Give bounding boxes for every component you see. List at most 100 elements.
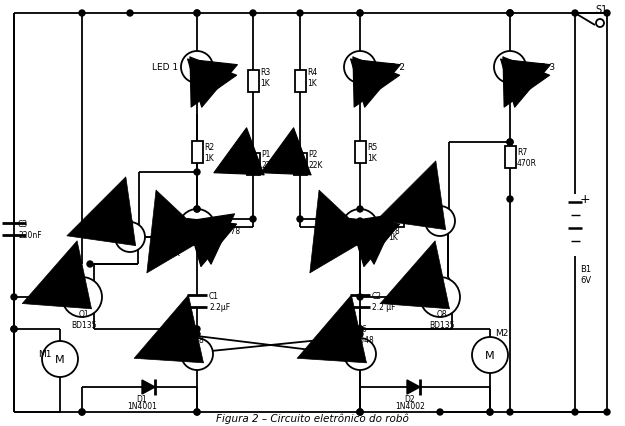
Circle shape — [344, 338, 376, 370]
Circle shape — [181, 338, 213, 370]
Circle shape — [194, 207, 200, 213]
Polygon shape — [407, 380, 420, 394]
Circle shape — [357, 409, 363, 415]
Circle shape — [79, 11, 85, 17]
Text: LED 1: LED 1 — [152, 63, 178, 72]
Circle shape — [420, 277, 460, 317]
Circle shape — [357, 326, 363, 332]
Circle shape — [472, 337, 508, 373]
Circle shape — [194, 326, 200, 332]
Circle shape — [344, 52, 376, 84]
Circle shape — [11, 326, 17, 332]
Bar — [294, 154, 306, 176]
Circle shape — [357, 409, 363, 415]
Circle shape — [250, 11, 256, 17]
Text: R5
1K: R5 1K — [367, 143, 378, 162]
Bar — [354, 142, 366, 164]
Circle shape — [297, 216, 303, 222]
Text: Q7
BC548: Q7 BC548 — [416, 193, 441, 212]
Circle shape — [357, 219, 363, 225]
Circle shape — [11, 326, 17, 332]
Text: R4
1K: R4 1K — [307, 68, 318, 87]
Polygon shape — [142, 380, 155, 394]
Circle shape — [357, 294, 363, 300]
Circle shape — [507, 11, 513, 17]
Polygon shape — [353, 63, 367, 73]
Bar — [294, 71, 306, 93]
Circle shape — [357, 331, 363, 337]
Circle shape — [181, 52, 213, 84]
Circle shape — [507, 140, 513, 146]
Circle shape — [494, 52, 526, 84]
Circle shape — [357, 207, 363, 213]
Circle shape — [176, 225, 182, 230]
Circle shape — [194, 409, 200, 415]
Circle shape — [62, 277, 102, 317]
Circle shape — [194, 409, 200, 415]
Bar — [164, 232, 186, 243]
Circle shape — [250, 216, 256, 222]
Bar — [504, 147, 516, 169]
Circle shape — [87, 262, 93, 268]
Text: C2
2.2 μF: C2 2.2 μF — [372, 292, 396, 311]
Circle shape — [357, 11, 363, 17]
Text: D1: D1 — [137, 394, 148, 403]
Text: +: + — [580, 193, 591, 206]
Circle shape — [507, 196, 513, 202]
Circle shape — [425, 207, 455, 236]
Text: S1: S1 — [595, 5, 608, 15]
Circle shape — [487, 409, 493, 415]
Circle shape — [507, 409, 513, 415]
Text: LED 3: LED 3 — [529, 63, 555, 72]
Bar — [382, 216, 404, 227]
Circle shape — [194, 207, 200, 213]
Text: C3
220nF: C3 220nF — [18, 220, 42, 239]
Circle shape — [357, 11, 363, 17]
Circle shape — [194, 234, 200, 240]
Circle shape — [604, 11, 610, 17]
Circle shape — [507, 11, 513, 17]
Text: Q3: Q3 — [217, 217, 227, 226]
Text: R7
470R: R7 470R — [517, 148, 537, 167]
Polygon shape — [190, 63, 204, 73]
Circle shape — [194, 11, 200, 17]
Circle shape — [604, 409, 610, 415]
Text: 1N4002: 1N4002 — [395, 402, 425, 411]
Circle shape — [194, 11, 200, 17]
Text: TIL78: TIL78 — [380, 227, 401, 236]
Circle shape — [596, 20, 604, 28]
Circle shape — [357, 409, 363, 415]
Circle shape — [487, 409, 493, 415]
Circle shape — [79, 409, 85, 415]
Text: Q4: Q4 — [380, 217, 391, 226]
Text: M: M — [485, 350, 495, 360]
Text: M2: M2 — [495, 329, 508, 338]
Bar — [248, 71, 259, 93]
Circle shape — [297, 11, 303, 17]
Text: R2
1K: R2 1K — [204, 143, 214, 162]
Text: R6
1K: R6 1K — [388, 222, 398, 241]
Circle shape — [79, 409, 85, 415]
Circle shape — [507, 11, 513, 17]
Circle shape — [357, 326, 363, 332]
Circle shape — [572, 11, 578, 17]
Text: M: M — [55, 354, 65, 364]
Text: Q6
BC548: Q6 BC548 — [349, 325, 374, 344]
Circle shape — [42, 341, 78, 377]
Text: 1N4001: 1N4001 — [127, 402, 157, 411]
Text: C1
2.2μF: C1 2.2μF — [209, 292, 230, 311]
Text: Q1
BD135: Q1 BD135 — [71, 310, 97, 329]
Text: M1: M1 — [38, 350, 51, 359]
Circle shape — [437, 409, 443, 415]
Circle shape — [194, 170, 200, 176]
Text: P1
22K: P1 22K — [261, 150, 276, 169]
Text: Q2
BC548: Q2 BC548 — [109, 209, 134, 228]
Circle shape — [179, 210, 215, 245]
Circle shape — [127, 11, 133, 17]
Circle shape — [194, 331, 200, 337]
Text: TIL 78: TIL 78 — [217, 227, 240, 236]
Bar — [191, 142, 202, 164]
Bar — [246, 154, 259, 176]
Circle shape — [11, 294, 17, 300]
Text: Figura 2 – Circuito eletrônico do robô: Figura 2 – Circuito eletrônico do robô — [216, 413, 409, 423]
